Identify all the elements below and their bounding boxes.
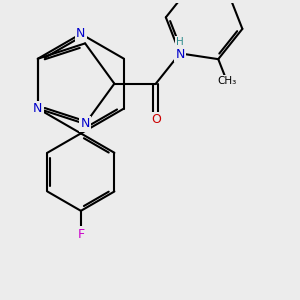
Text: F: F: [77, 228, 84, 241]
Text: N: N: [80, 117, 90, 130]
Text: N: N: [33, 102, 43, 115]
Text: N: N: [175, 48, 185, 61]
Text: H: H: [176, 37, 184, 47]
Text: O: O: [151, 113, 161, 126]
Text: N: N: [76, 27, 86, 40]
Text: CH₃: CH₃: [217, 76, 236, 86]
